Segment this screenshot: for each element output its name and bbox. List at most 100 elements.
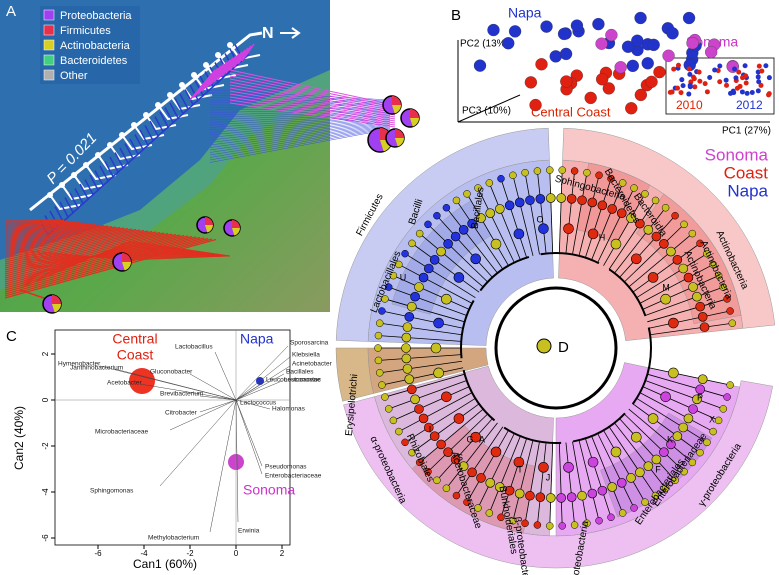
tree-branch (456, 426, 504, 496)
tree-node (485, 509, 494, 517)
tree-node (660, 391, 671, 403)
tree-node (433, 211, 441, 220)
tree-node (597, 200, 608, 211)
inset-point (679, 77, 685, 83)
tree-node (595, 171, 603, 180)
loading-vector (235, 399, 271, 410)
tree-branch (74, 188, 90, 205)
tree-branch (194, 80, 210, 97)
north-label: N (262, 25, 274, 42)
tree-node (384, 283, 393, 291)
sample-point (473, 59, 487, 72)
tree-node (410, 394, 420, 405)
taxon-label: Acinetobacter (292, 361, 333, 368)
tree-node (375, 319, 384, 327)
tree-branch (4, 223, 97, 239)
clade-marker: P (697, 392, 703, 402)
panel-b: B Napa Sonoma Central Coast PC2 (13%) PC… (451, 5, 775, 137)
sample-point (508, 25, 522, 38)
panel-letter: A (6, 3, 16, 20)
tree-node (389, 271, 398, 280)
inset-point (742, 63, 748, 69)
tree-node (433, 476, 441, 485)
tree-node (95, 152, 101, 158)
sample-point (647, 38, 660, 52)
tree-node (566, 492, 577, 502)
tree-branch (398, 392, 473, 432)
taxon-label: Brevibacterium (160, 391, 203, 398)
tree-node (424, 467, 432, 476)
tree-branch (157, 104, 189, 121)
year-label: 2010 (676, 98, 703, 112)
tree-node (597, 485, 608, 496)
inset-point (736, 69, 742, 75)
tree-branch (603, 430, 646, 503)
tree-node (227, 42, 233, 48)
axis-label: PC2 (13%) (460, 39, 509, 50)
inset-point (733, 75, 739, 81)
tree-branch (204, 71, 220, 88)
tree-node (521, 168, 529, 177)
loading-vector (235, 356, 291, 401)
site-pie-slice (410, 109, 419, 118)
sample-point (602, 82, 615, 95)
tree-branch (381, 367, 464, 386)
tree-branch (4, 232, 169, 275)
tree-node (384, 405, 393, 413)
tree-branch (19, 240, 231, 289)
tree-branch (378, 335, 462, 342)
tree-branch (578, 440, 600, 521)
tree-branch (624, 413, 685, 472)
tree-node (143, 112, 149, 118)
tree-node (558, 522, 566, 530)
tree-node (668, 367, 679, 379)
legend-label: Actinobacteria (60, 40, 131, 52)
tree-branch (144, 125, 160, 142)
taxon-label: Bacillales (286, 369, 314, 376)
tree-branch (189, 84, 205, 102)
tree-branch (524, 172, 540, 255)
tree-node (495, 482, 505, 492)
tree-branch (477, 433, 515, 509)
tree-branch (4, 219, 65, 223)
tree-branch (134, 134, 150, 151)
tree-node (408, 239, 416, 248)
tree-branch (632, 243, 701, 293)
tree-branch (4, 227, 129, 255)
inset-point (692, 84, 698, 90)
tree-node (583, 519, 591, 528)
tree-branch (512, 440, 534, 521)
tree-branch (209, 59, 231, 86)
tree-branch (4, 224, 105, 243)
tree-branch (209, 110, 391, 118)
tree-node (696, 448, 704, 457)
clade-label: Erysipelotrichi (344, 374, 360, 437)
tree-branch (591, 182, 624, 261)
tree-branch (393, 386, 470, 421)
clade-marker: F (655, 464, 661, 474)
legend-box (40, 6, 140, 84)
tree-branch (549, 170, 554, 254)
tree-node (430, 342, 442, 354)
tree-branch (384, 373, 465, 398)
inset-point (669, 89, 675, 95)
inset-point (691, 76, 697, 82)
tree-node (401, 332, 412, 343)
tree-node (509, 171, 517, 180)
inset-point (712, 67, 718, 73)
tree-branch (241, 43, 255, 62)
x-tick-label: -2 (186, 549, 194, 558)
tree-node (630, 431, 642, 443)
tree-node (474, 184, 482, 192)
tree-branch (94, 170, 110, 187)
tree-branch (477, 187, 515, 263)
tree-node (570, 521, 579, 529)
inset-point (734, 85, 740, 91)
tree-node (525, 490, 535, 501)
tree-branch (225, 51, 243, 74)
taxon-label: Klebsiella (292, 352, 320, 359)
tree-node (703, 249, 711, 258)
tree-node (726, 307, 734, 315)
tree-node (215, 52, 221, 58)
tree-branch (84, 179, 100, 196)
